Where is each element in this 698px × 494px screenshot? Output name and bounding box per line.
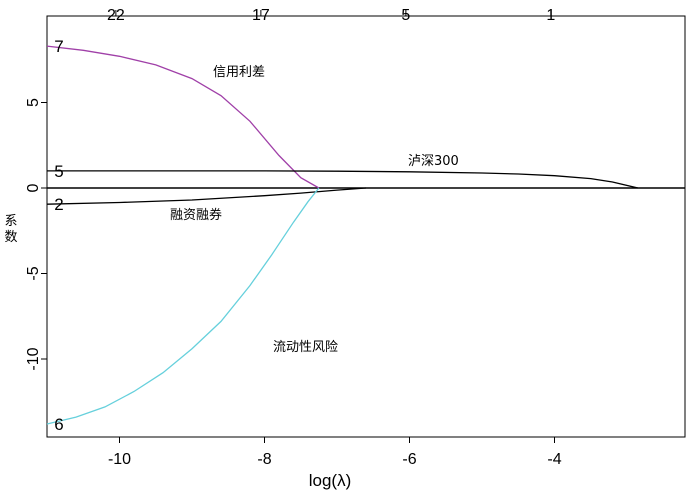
y-axis-title-char-1: 系 (4, 214, 17, 229)
annotation-xinyong-licha: 信用利差 (213, 65, 265, 80)
top-tick-label: 5 (401, 7, 410, 24)
x-tick-label: -4 (547, 451, 561, 468)
annotation-liudongxing-fengxian: 流动性风险 (273, 340, 338, 355)
y-tick-label: -10 (25, 347, 42, 370)
y-axis: -10 -5 0 5 (25, 98, 47, 371)
series-line-1 (47, 170, 639, 189)
annotation-rongzi-rongquan: 融资融券 (170, 207, 222, 223)
series-end-label-2: 2 (54, 195, 63, 214)
y-tick-label: 0 (25, 183, 42, 192)
top-tick-label: 22 (107, 7, 125, 24)
x-tick-label: -6 (402, 451, 416, 468)
top-tick-label: 17 (252, 7, 270, 24)
y-tick-label: -5 (25, 266, 42, 280)
x-tick-label: -8 (257, 451, 271, 468)
series-end-label-3: 6 (54, 415, 63, 434)
series-end-labels: 7 5 2 6 (54, 37, 63, 434)
annotation-lushen-300: 泸深300 (408, 154, 459, 169)
series-end-label-1: 5 (54, 162, 63, 181)
x-axis: -10 -8 -6 -4 (108, 437, 562, 468)
y-tick-label: 5 (25, 98, 42, 107)
series-line-2 (46, 187, 367, 205)
x-axis-title: log(λ) (309, 471, 352, 490)
series-end-label-0: 7 (54, 37, 63, 56)
top-axis: 22 17 5 1 (107, 7, 555, 24)
series-lines (46, 45, 639, 425)
series-annotations: 信用利差 泸深300 融资融券 流动性风险 (170, 65, 459, 355)
top-tick-label: 1 (546, 7, 555, 24)
y-axis-title: 系 数 (4, 214, 17, 245)
series-line-0 (46, 45, 320, 189)
plot-frame (46, 15, 686, 438)
y-axis-title-char-2: 数 (4, 230, 17, 245)
series-line-3 (46, 187, 320, 425)
x-tick-label: -10 (108, 451, 131, 468)
